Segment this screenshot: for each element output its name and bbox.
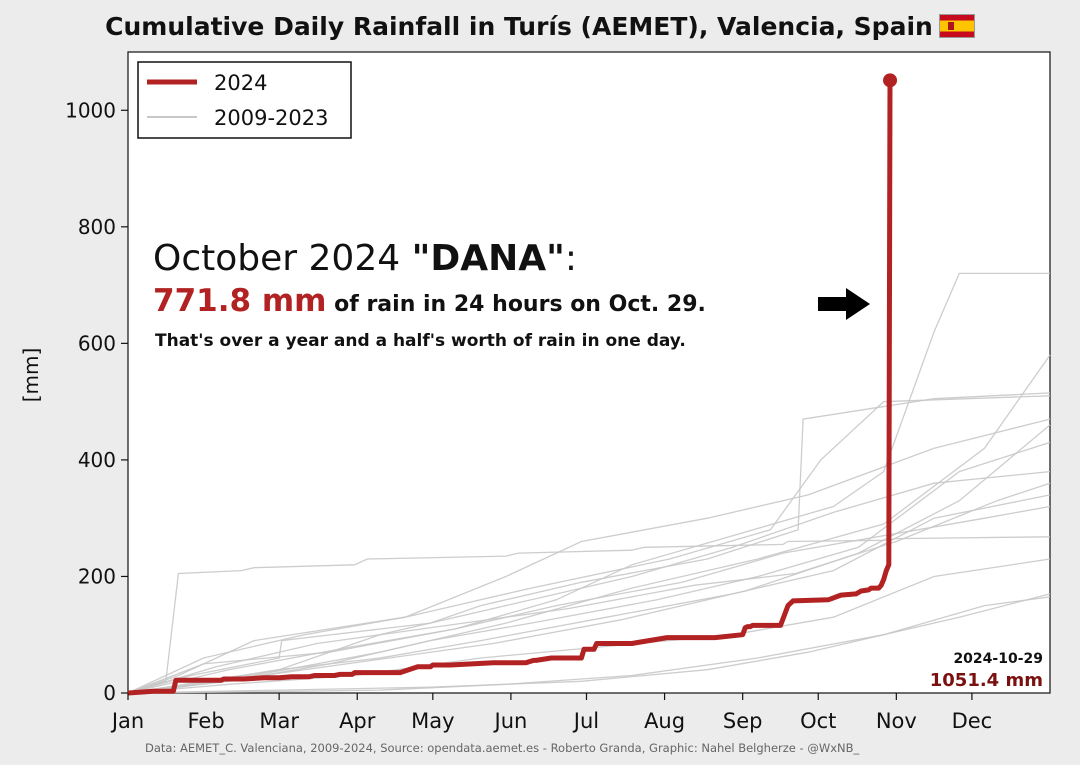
x-tick-label: Apr bbox=[339, 709, 376, 733]
annotation-amount-text: of rain in 24 hours on Oct. 29. bbox=[326, 292, 705, 317]
plot-background bbox=[127, 51, 1051, 694]
annotation-amount: 771.8 mm bbox=[153, 283, 326, 319]
annotation-headline-suffix: : bbox=[565, 238, 577, 279]
x-tick-label: Nov bbox=[876, 709, 917, 733]
x-tick-label: Jul bbox=[572, 709, 599, 733]
chart-title-text: Cumulative Daily Rainfall in Turís (AEME… bbox=[105, 12, 933, 41]
end-value-label: 1051.4 mm bbox=[930, 670, 1043, 691]
spain-flag-icon bbox=[938, 14, 975, 38]
annotation-headline: October 2024 "DANA": bbox=[153, 238, 577, 279]
x-tick-label: Sep bbox=[723, 709, 763, 733]
series-2024-line bbox=[127, 80, 893, 696]
y-tick-label: 0 bbox=[103, 681, 116, 705]
y-tick-label: 1000 bbox=[65, 98, 116, 122]
x-tick-label: Aug bbox=[644, 709, 685, 733]
history-line-11 bbox=[127, 596, 1051, 694]
x-tick-label: Jan bbox=[110, 709, 144, 733]
history-line-10 bbox=[127, 593, 1051, 694]
history-line-0 bbox=[127, 536, 1051, 694]
x-tick-label: Feb bbox=[187, 709, 224, 733]
legend-2024-label: 2024 bbox=[214, 71, 267, 95]
legend-box bbox=[137, 61, 352, 139]
x-tick-label: May bbox=[411, 709, 454, 733]
history-line-13 bbox=[127, 482, 1051, 694]
x-tick-label: Dec bbox=[952, 709, 993, 733]
y-tick-label: 400 bbox=[78, 448, 116, 472]
history-line-7 bbox=[127, 470, 1051, 694]
annotation-headline-prefix: October 2024 bbox=[153, 238, 412, 279]
y-tick-label: 800 bbox=[78, 215, 116, 239]
source-footer: Data: AEMET_C. Valenciana, 2009-2024, So… bbox=[145, 741, 860, 755]
history-line-12 bbox=[127, 395, 1051, 694]
history-line-9 bbox=[127, 558, 1051, 694]
y-tick-label: 200 bbox=[78, 564, 116, 588]
annotation-headline-bold: "DANA" bbox=[412, 238, 565, 279]
chart-title: Cumulative Daily Rainfall in Turís (AEME… bbox=[0, 12, 1080, 41]
y-tick-label: 600 bbox=[78, 331, 116, 355]
history-line-1 bbox=[127, 392, 1051, 694]
x-tick-label: Oct bbox=[800, 709, 836, 733]
history-line-4 bbox=[127, 418, 1051, 694]
y-axis-label: [mm] bbox=[19, 348, 43, 403]
legend: 2024 2009-2023 bbox=[137, 61, 352, 139]
annotation-amount-line: 771.8 mm of rain in 24 hours on Oct. 29. bbox=[153, 283, 706, 319]
history-line-14 bbox=[127, 424, 1051, 694]
end-date-label: 2024-10-29 bbox=[953, 651, 1043, 667]
history-line-8 bbox=[127, 505, 1051, 694]
legend-history-label: 2009-2023 bbox=[214, 106, 328, 130]
arrow-right-icon bbox=[818, 288, 870, 320]
y-axis: 0 200 400 600 800 1000 bbox=[65, 98, 128, 705]
annotation-subtext: That's over a year and a half's worth of… bbox=[155, 331, 686, 351]
x-tick-label: Jun bbox=[493, 709, 528, 733]
x-tick-label: Mar bbox=[259, 709, 299, 733]
series-2024-end-marker bbox=[883, 73, 898, 88]
x-axis: Jan Feb Mar Apr May Jun Jul Aug Sep Oct Nov Dec bbox=[110, 693, 992, 733]
